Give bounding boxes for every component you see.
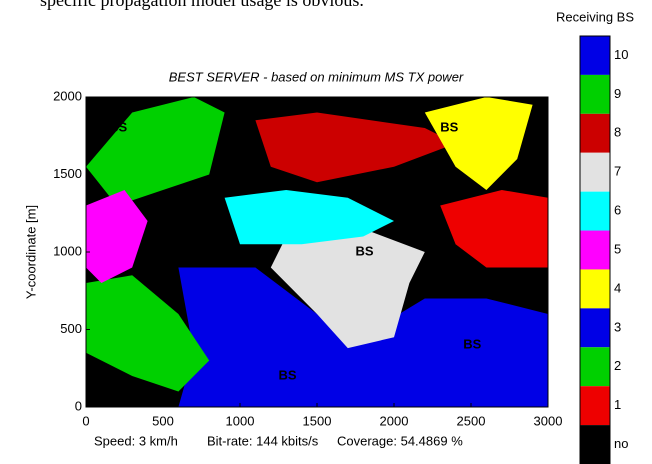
colorbar-label: no: [614, 436, 628, 451]
colorbar-label: 1: [614, 397, 621, 412]
map-area: [86, 97, 548, 407]
colorbar-swatch: [580, 425, 610, 464]
y-tick-label: 500: [60, 321, 82, 336]
colorbar-swatch: [580, 231, 610, 270]
colorbar-label: 7: [614, 164, 621, 179]
colorbar-label: 5: [614, 241, 621, 256]
bs-label: BS: [109, 119, 127, 134]
chart-title: BEST SERVER - based on minimum MS TX pow…: [169, 69, 464, 84]
colorbar-label: 4: [614, 280, 621, 295]
page: specific propagation model usage is obvi…: [0, 0, 652, 464]
x-tick-label: 1000: [226, 413, 255, 428]
x-tick-label: 3000: [534, 413, 563, 428]
colorbar-label: 3: [614, 319, 621, 334]
x-tick-label: 0: [82, 413, 89, 428]
colorbar-swatch: [580, 269, 610, 308]
bs-label: BS: [440, 119, 458, 134]
colorbar-swatch: [580, 114, 610, 153]
bs-label: BS: [356, 243, 374, 258]
colorbar-swatch: [580, 192, 610, 231]
colorbar-swatch: [580, 75, 610, 114]
colorbar-swatch: [580, 347, 610, 386]
colorbar-swatch: [580, 153, 610, 192]
footer-text: Speed: 3 km/h: [94, 433, 178, 448]
y-tick-label: 2000: [53, 88, 82, 103]
chart: specific propagation model usage is obvi…: [0, 0, 652, 464]
colorbar-label: 9: [614, 86, 621, 101]
footer-text: Bit-rate: 144 kbits/s: [207, 433, 319, 448]
colorbar-label: 6: [614, 203, 621, 218]
bs-label: BS: [279, 367, 297, 382]
y-tick-label: 1500: [53, 166, 82, 181]
x-tick-label: 2500: [457, 413, 486, 428]
y-tick-label: 0: [75, 398, 82, 413]
colorbar-label: 8: [614, 125, 621, 140]
top-caption: specific propagation model usage is obvi…: [40, 0, 364, 10]
colorbar-swatch: [580, 386, 610, 425]
x-tick-label: 1500: [303, 413, 332, 428]
footer-text: Coverage: 54.4869 %: [337, 433, 463, 448]
colorbar-label: 2: [614, 358, 621, 373]
y-axis-label: Y-coordinate [m]: [23, 205, 38, 299]
colorbar-swatch: [580, 36, 610, 75]
colorbar-title: Receiving BS: [556, 9, 634, 24]
colorbar-label: 10: [614, 47, 628, 62]
x-tick-label: 500: [152, 413, 174, 428]
x-tick-label: 2000: [380, 413, 409, 428]
colorbar-swatch: [580, 308, 610, 347]
y-tick-label: 1000: [53, 243, 82, 258]
bs-label: BS: [463, 336, 481, 351]
